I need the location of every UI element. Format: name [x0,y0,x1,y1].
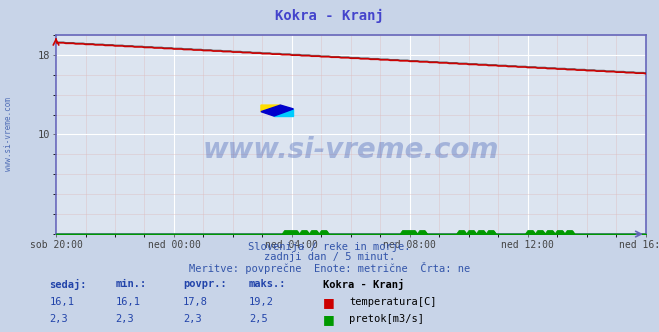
Text: 2,5: 2,5 [249,314,268,324]
Text: ■: ■ [323,313,335,326]
Text: 16,1: 16,1 [115,297,140,307]
Polygon shape [274,109,293,116]
Text: pretok[m3/s]: pretok[m3/s] [349,314,424,324]
Text: 16,1: 16,1 [49,297,74,307]
Text: Meritve: povprečne  Enote: metrične  Črta: ne: Meritve: povprečne Enote: metrične Črta:… [189,262,470,274]
Text: www.si-vreme.com: www.si-vreme.com [4,98,13,171]
Text: 2,3: 2,3 [115,314,134,324]
Text: maks.:: maks.: [249,279,287,289]
Polygon shape [261,105,281,112]
Text: zadnji dan / 5 minut.: zadnji dan / 5 minut. [264,252,395,262]
Text: 17,8: 17,8 [183,297,208,307]
Text: 2,3: 2,3 [49,314,68,324]
Text: Kokra - Kranj: Kokra - Kranj [323,279,404,290]
Text: 2,3: 2,3 [183,314,202,324]
Text: sedaj:: sedaj: [49,279,87,290]
Polygon shape [261,105,293,116]
Text: www.si-vreme.com: www.si-vreme.com [203,136,499,164]
Text: Slovenija / reke in morje.: Slovenija / reke in morje. [248,242,411,252]
Text: ■: ■ [323,296,335,309]
Text: min.:: min.: [115,279,146,289]
Text: povpr.:: povpr.: [183,279,227,289]
Text: Kokra - Kranj: Kokra - Kranj [275,9,384,24]
Text: 19,2: 19,2 [249,297,274,307]
Text: temperatura[C]: temperatura[C] [349,297,437,307]
